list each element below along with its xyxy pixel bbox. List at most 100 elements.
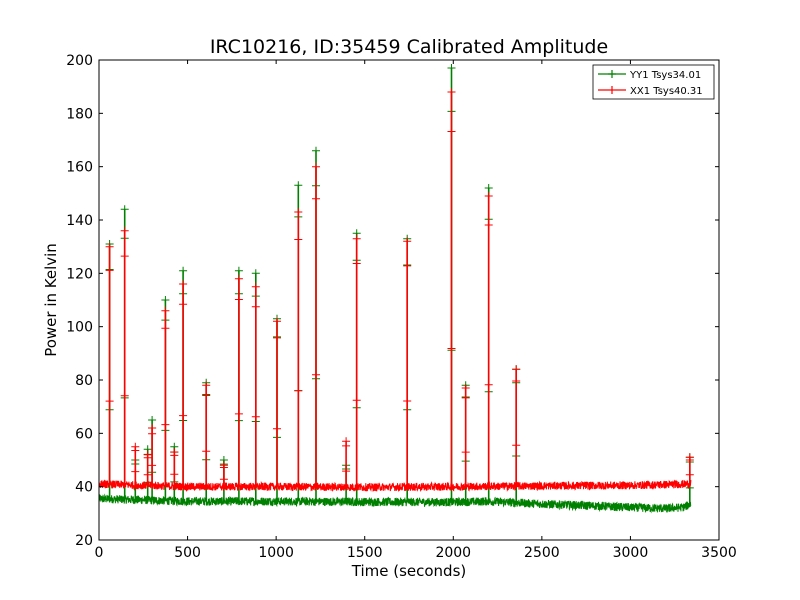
series-1-spike-2-marker-2 [131, 467, 140, 476]
y-tick-label-0: 20 [75, 533, 93, 549]
y-tick-label-3: 80 [75, 373, 93, 389]
series-1-spike-7-marker-2 [179, 411, 188, 420]
series-1-spike-0-marker-1 [105, 266, 114, 275]
series-1-spike-9-marker-2 [219, 475, 228, 484]
series-1-spike-18-marker-0 [447, 88, 456, 96]
x-axis-label: Time (seconds) [351, 562, 467, 580]
series-1-spike-5-marker-0 [161, 306, 170, 315]
series-1-spike-8-marker-0 [202, 381, 211, 390]
legend-box [592, 64, 715, 100]
x-tick-label-7: 3500 [701, 545, 737, 561]
series-1-spike-21-marker-0 [512, 365, 521, 374]
y-tick-label-7: 160 [66, 160, 93, 176]
series-1-spike-12-marker-2 [273, 424, 281, 433]
series-1-spike-19-marker-1 [461, 393, 470, 402]
legend-label-yy1: YY1 Tsys34.01 [629, 70, 701, 81]
series-1-spike-17-marker-2 [403, 397, 412, 405]
series-1-spike-16-marker-0 [352, 234, 361, 243]
series-1-spike-21-marker-1 [512, 377, 521, 385]
legend-label-xx1: XX1 Tsys40.31 [630, 86, 703, 97]
series-1-spike-11-marker-2 [251, 412, 260, 421]
series-1-spike-1-marker-1 [120, 252, 129, 261]
series-1-spike-13-marker-1 [294, 235, 303, 244]
series-0-spike-10-marker-0 [234, 266, 243, 275]
series-1-spike-6-marker-1 [170, 451, 179, 460]
series-1-spike-20-marker-1 [484, 221, 493, 229]
series-1-spike-3-marker-1 [143, 453, 152, 462]
series-1-spike-14-marker-0 [312, 162, 320, 171]
y-tick-label-9: 200 [66, 53, 93, 69]
y-axis-label: Power in Kelvin [42, 243, 60, 357]
series-1-spike-14-marker-1 [312, 194, 320, 203]
series-1-spike-2-marker-1 [131, 446, 140, 455]
series-0-spike-7-marker-0 [179, 266, 188, 275]
series-1-spike-3-marker-2 [143, 470, 152, 479]
series-1-spike-7-marker-0 [179, 280, 188, 288]
x-tick-label-3: 1500 [347, 545, 383, 561]
series-1-spike-15-marker-1 [342, 441, 351, 450]
y-tick-label-1: 40 [75, 480, 93, 496]
series-1-spike-0-marker-2 [105, 397, 114, 406]
series-1-spike-21-marker-2 [512, 441, 521, 450]
series-0-spike-13-marker-0 [294, 181, 303, 190]
series-0-spike-1-marker-0 [120, 205, 129, 214]
series-1-spike-13-marker-0 [294, 208, 303, 216]
series-1-spike-16-marker-1 [352, 259, 361, 268]
series-1-spike-19-marker-2 [461, 448, 470, 457]
legend: YY1 Tsys34.01 XX1 Tsys40.31 [592, 64, 715, 100]
y-tick-label-4: 100 [66, 320, 93, 336]
series-1-spike-0-marker-0 [105, 242, 114, 251]
x-tick-label-4: 2000 [435, 545, 471, 561]
series-1-spike-9-marker-1 [219, 463, 228, 472]
series-1-spike-11-marker-1 [251, 302, 260, 311]
y-tick-label-8: 180 [66, 106, 93, 122]
series-1-spike-16-marker-2 [352, 396, 361, 405]
series-1-spike-1-marker-2 [120, 391, 129, 400]
x-tick-label-0: 0 [95, 545, 104, 561]
series-1-spike-22-marker-1 [685, 456, 694, 464]
series-0-spike-18-marker-0 [447, 64, 456, 72]
series-1-spike-10-marker-1 [234, 295, 243, 304]
ticks-layer: 0 500 1000 1500 2000 2500 3000 3500 20 40 60 80 100 1… [66, 53, 737, 561]
series-1-spike-20-marker-0 [484, 192, 493, 200]
series-1-spike-12-marker-0 [273, 317, 281, 326]
series-1-spike-7-marker-1 [179, 300, 188, 309]
series-1-spike-22-marker-2 [685, 470, 694, 479]
series-1-spike-18-marker-2 [447, 344, 456, 353]
y-tick-label-6: 140 [66, 213, 93, 229]
y-tick-label-2: 60 [75, 426, 93, 442]
series-1-spike-12-marker-1 [273, 333, 281, 342]
series-1-spike-4-marker-1 [148, 429, 157, 438]
series-0-spike-11-marker-0 [251, 269, 260, 278]
series-1-spike-14-marker-2 [312, 370, 320, 379]
x-tick-label-5: 2500 [524, 545, 560, 561]
series-layer [98, 64, 694, 514]
series-1-spike-4-marker-2 [148, 461, 157, 470]
series-0-spike-14-marker-0 [312, 146, 320, 155]
x-tick-label-1: 500 [174, 545, 201, 561]
series-1 [98, 88, 694, 493]
series-1-spike-5-marker-1 [161, 324, 170, 333]
series-1-spike-11-marker-0 [251, 282, 260, 291]
series-1-spike-8-marker-1 [202, 391, 211, 400]
y-tick-label-5: 120 [66, 266, 93, 282]
series-1-spike-17-marker-1 [403, 261, 412, 270]
series-1-spike-19-marker-0 [461, 384, 470, 392]
series-0-spike-5-marker-0 [161, 296, 170, 304]
series-1-baseline [98, 479, 692, 493]
x-tick-label-6: 3000 [613, 545, 649, 561]
series-1-spike-5-marker-2 [161, 420, 170, 429]
plot-frame [98, 59, 720, 541]
series-1-spike-8-marker-2 [202, 447, 211, 456]
chart-title: IRC10216, ID:35459 Calibrated Amplitude [210, 36, 608, 58]
series-1-spike-18-marker-1 [447, 127, 456, 136]
series-0-baseline [98, 493, 692, 514]
series-1-spike-20-marker-2 [484, 380, 493, 389]
series-1-spike-10-marker-0 [234, 274, 243, 283]
series-1-spike-6-marker-2 [170, 470, 179, 479]
x-tick-label-2: 1000 [258, 545, 294, 561]
series-1-spike-13-marker-2 [294, 386, 303, 395]
series-1-spike-15-marker-2 [342, 467, 351, 476]
series-1-spike-17-marker-0 [403, 237, 412, 246]
